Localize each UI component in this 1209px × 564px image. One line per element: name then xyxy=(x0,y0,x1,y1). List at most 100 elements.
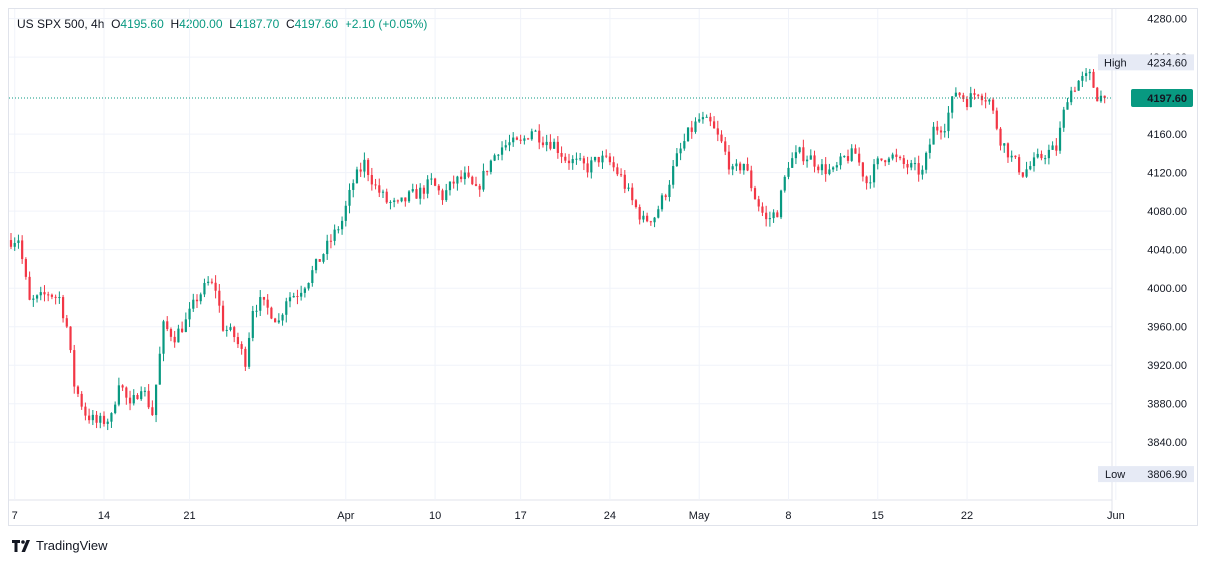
candle-body xyxy=(54,296,57,298)
candle-body xyxy=(288,297,292,302)
candle-body xyxy=(452,181,455,184)
candle-body xyxy=(984,100,987,102)
candle-body xyxy=(564,156,567,161)
price-axis[interactable]: 4280.004240.004160.004120.004080.004040.… xyxy=(1147,14,1187,450)
time-axis[interactable]: 7 14 21 Apr 10 17 24 May 8 15 22 Jun xyxy=(12,510,1125,522)
candle-body xyxy=(221,305,225,331)
candle-body xyxy=(642,215,645,220)
candle-body xyxy=(895,154,898,157)
candle-body xyxy=(378,185,381,193)
candle-body xyxy=(828,169,831,175)
candle-body xyxy=(393,200,396,202)
candle-body xyxy=(593,157,597,161)
candle-body xyxy=(102,415,106,424)
candle-body xyxy=(333,229,336,241)
candle-body xyxy=(17,240,20,243)
tradingview-logo[interactable]: TradingView xyxy=(12,538,108,553)
candle-body xyxy=(1066,102,1069,110)
candle-body xyxy=(151,407,154,416)
candle-body xyxy=(474,184,478,186)
candle-body xyxy=(634,200,638,208)
candle-body xyxy=(716,128,719,135)
candle-body xyxy=(947,112,950,132)
grid-lines xyxy=(9,9,1117,517)
candle-body xyxy=(311,270,314,284)
candle-body xyxy=(43,292,46,295)
candle-body xyxy=(21,240,24,260)
candle-body xyxy=(1014,155,1017,158)
candle-body xyxy=(448,181,452,191)
candle-body xyxy=(969,93,972,108)
candle-body xyxy=(95,414,98,423)
candle-body xyxy=(902,158,905,165)
candle-body xyxy=(355,169,359,184)
candle-body xyxy=(117,385,120,405)
candle-body xyxy=(456,176,459,184)
candle-body xyxy=(69,326,72,351)
candle-body xyxy=(1036,153,1039,158)
candle-body xyxy=(928,144,931,153)
candle-body xyxy=(1058,127,1062,151)
candle-body xyxy=(951,96,954,113)
low-marker-bg xyxy=(1098,466,1194,483)
candle-body xyxy=(660,195,664,210)
chart-frame xyxy=(8,8,1198,526)
candle-body xyxy=(739,163,742,171)
candle-body xyxy=(292,296,295,298)
candle-body xyxy=(337,229,340,231)
candle-body xyxy=(549,141,552,149)
x-tick-label: 24 xyxy=(604,510,616,522)
candle-body xyxy=(24,259,27,277)
candle-body xyxy=(921,169,924,175)
candle-body xyxy=(121,385,124,388)
low-marker-value: 3806.90 xyxy=(1147,469,1187,481)
candle-body xyxy=(35,295,39,299)
candle-body xyxy=(623,174,626,189)
symbol-label[interactable]: US SPX 500, 4h xyxy=(17,17,105,31)
candle-body xyxy=(296,296,299,298)
candle-body xyxy=(605,155,608,157)
candle-body xyxy=(988,99,991,102)
candle-body xyxy=(88,415,91,421)
candle-body xyxy=(553,141,556,149)
candle-body xyxy=(214,282,217,291)
candle-body xyxy=(1051,145,1054,150)
candle-body xyxy=(954,92,957,97)
candle-body xyxy=(255,310,258,312)
tradingview-logo-text: TradingView xyxy=(36,538,108,553)
candle-body xyxy=(460,176,463,180)
candle-body xyxy=(843,156,846,158)
candle-body xyxy=(962,95,965,100)
candle-body xyxy=(824,164,827,175)
candle-body xyxy=(753,188,757,200)
candle-body xyxy=(802,147,805,162)
candle-body xyxy=(262,297,266,300)
x-tick-label: Jun xyxy=(1107,510,1125,522)
candle-body xyxy=(259,297,262,311)
candle-body xyxy=(1010,155,1013,158)
candle-body xyxy=(675,153,678,167)
candle-body xyxy=(58,297,61,299)
candle-body xyxy=(84,406,87,416)
candle-body xyxy=(251,311,254,338)
candle-body xyxy=(809,155,812,160)
candle-body xyxy=(579,158,582,160)
candle-body xyxy=(582,158,585,164)
candle-body xyxy=(538,130,541,143)
candle-body xyxy=(367,159,370,176)
candle-body xyxy=(791,158,794,168)
candle-body xyxy=(348,189,351,206)
candle-body xyxy=(132,395,135,404)
candle-body xyxy=(977,94,980,96)
candle-body xyxy=(1006,143,1010,158)
low-marker-label: Low xyxy=(1105,469,1125,481)
x-tick-label: 17 xyxy=(515,510,527,522)
candle-body xyxy=(865,176,868,184)
x-tick-label: 10 xyxy=(429,510,441,522)
candle-body xyxy=(389,201,392,203)
candle-body xyxy=(13,242,16,247)
candle-body xyxy=(39,292,42,296)
high-marker-bg xyxy=(1098,54,1194,71)
candle-body xyxy=(701,117,705,120)
